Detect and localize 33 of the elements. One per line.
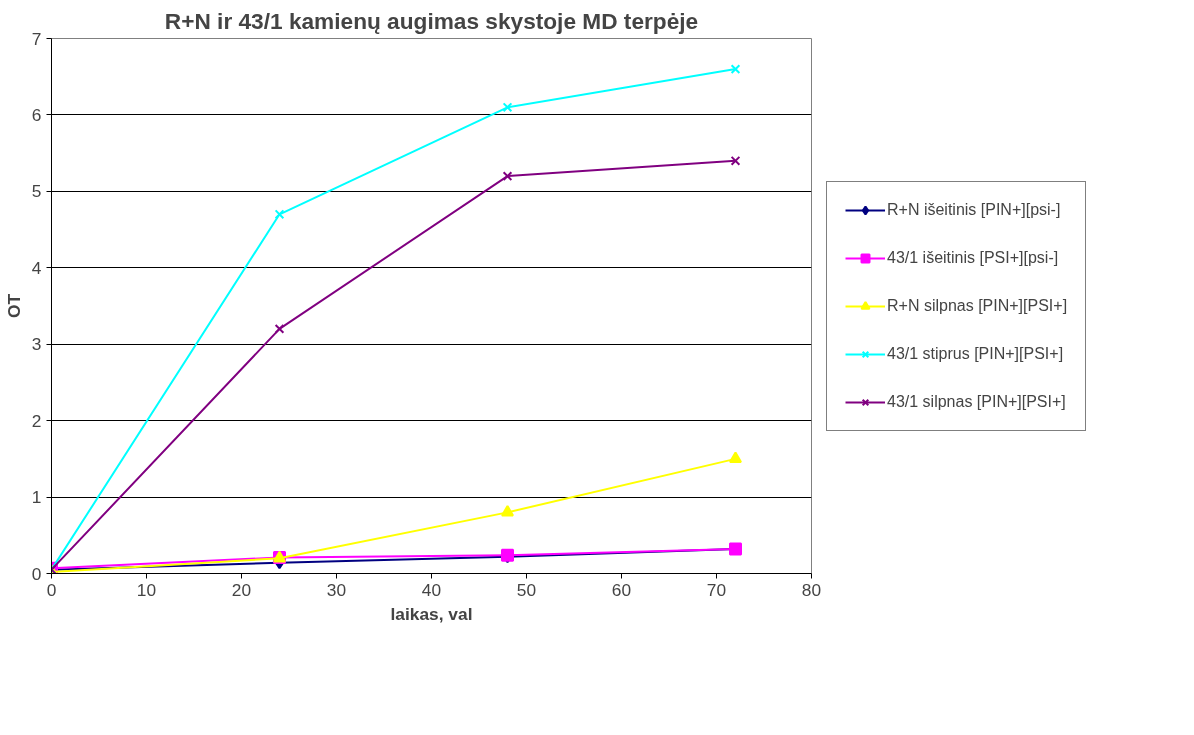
legend-label: R+N silpnas [PIN+][PSI+] [887,296,1068,315]
x-tick-label: 70 [706,579,727,600]
point [274,324,285,334]
x-tick-label: 20 [231,579,252,600]
x-tick-label: 50 [516,579,537,600]
x-tick-label: 40 [421,579,442,600]
x-tick-label: 60 [611,579,632,600]
y-axis-title: OT [3,293,24,319]
y-tick-label: 2 [31,410,42,431]
y-tick-label: 0 [31,563,42,584]
point [274,209,285,220]
legend-label: 43/1 stiprus [PIN+][PSI+] [887,344,1064,363]
x-tick-label: 0 [46,579,57,600]
y-tick-label: 4 [31,257,42,278]
y-tick-label: 7 [31,28,42,49]
point [502,102,513,113]
legend-label: R+N išeitinis [PIN+][psi-] [887,200,1061,219]
y-tick-label: 1 [31,487,42,508]
point [730,155,741,166]
x-tick-label: 30 [326,579,347,600]
point [729,451,742,464]
point [501,505,514,517]
chart-title: R+N ir 43/1 kamienų augimas skystoje MD terpėje [164,7,699,34]
point [730,64,741,74]
x-axis-title: laikas, val [390,603,473,624]
y-tick-label: 5 [31,181,42,202]
y-tick-label: 6 [31,104,42,125]
x-tick-label: 80 [801,579,822,600]
point [502,171,513,181]
legend-label: 43/1 silpnas [PIN+][PSI+] [887,392,1066,411]
legend-label: 43/1 išeitinis [PSI+][psi-] [887,248,1059,267]
x-tick-label: 10 [136,579,157,600]
y-tick-label: 3 [31,334,42,355]
